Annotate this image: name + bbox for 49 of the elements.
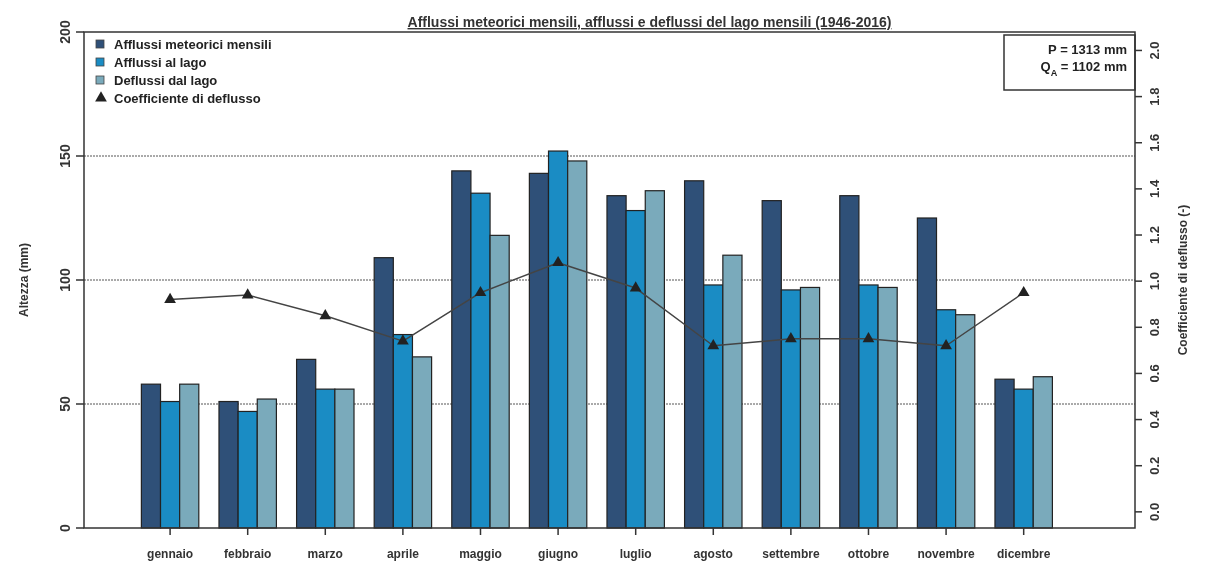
- y-tick-label: 100: [57, 268, 73, 292]
- point: [241, 288, 254, 299]
- chart-title: Afflussi meteorici mensili, afflussi e deflussi del lago mensili (1946-2016): [407, 14, 892, 30]
- annotation: P = 1313 mm: [1048, 42, 1127, 57]
- y-tick-label: 0: [57, 523, 73, 532]
- x-tick-label: novembre: [917, 547, 976, 561]
- point: [319, 308, 332, 320]
- y2-tick-label: 1.4: [1147, 179, 1162, 198]
- y2-tick-label: 2.0: [1147, 41, 1162, 60]
- legend-label: Afflussi al lago: [114, 55, 207, 70]
- x-tick-label: febbraio: [224, 547, 272, 561]
- legend-label: Coefficiente di deflusso: [114, 91, 261, 106]
- point: [862, 332, 875, 343]
- point: [397, 334, 409, 345]
- y2-axis-title: Coefficiente di deflusso (-): [1176, 204, 1190, 356]
- x-tick-label: settembre: [762, 547, 820, 561]
- x-tick-label: dicembre: [997, 547, 1051, 561]
- point: [785, 332, 797, 343]
- point: [629, 281, 642, 292]
- x-tick-label: luglio: [619, 547, 652, 561]
- x-tick-label: giugno: [538, 547, 579, 561]
- point: [474, 285, 487, 297]
- point: [552, 255, 564, 267]
- point: [707, 338, 720, 350]
- y2-tick-label: 1.6: [1147, 133, 1162, 152]
- y2-tick-label: 1.8: [1147, 87, 1162, 106]
- point: [1017, 285, 1030, 297]
- y2-tick-label: 0.0: [1147, 502, 1162, 521]
- y2-tick-label: 0.6: [1147, 364, 1162, 383]
- legend-label: Afflussi meteorici mensili: [114, 37, 272, 52]
- y2-tick-label: 1.2: [1147, 225, 1162, 245]
- y-tick-label: 200: [57, 20, 73, 44]
- x-tick-label: aprile: [386, 547, 420, 561]
- y2-tick-label: 0.4: [1147, 409, 1162, 429]
- x-tick-label: maggio: [459, 547, 502, 561]
- y-tick-label: 150: [57, 144, 73, 168]
- legend-label: Deflussi dal lago: [114, 73, 218, 88]
- point: [940, 338, 952, 350]
- x-tick-label: marzo: [307, 547, 343, 561]
- annotation: Q$_{A}$ = 1102 mm: [1040, 59, 1127, 78]
- x-tick-label: agosto: [693, 547, 733, 561]
- point: [164, 292, 176, 304]
- y2-tick-label: 1.0: [1147, 272, 1162, 291]
- y2-tick-label: 0.8: [1147, 318, 1162, 337]
- x-tick-label: gennaio: [147, 547, 194, 561]
- y2-tick-label: 0.2: [1147, 456, 1162, 475]
- y-tick-label: 50: [57, 396, 73, 412]
- x-tick-label: ottobre: [847, 547, 890, 561]
- y-axis-title: Altezza (mm): [17, 242, 31, 318]
